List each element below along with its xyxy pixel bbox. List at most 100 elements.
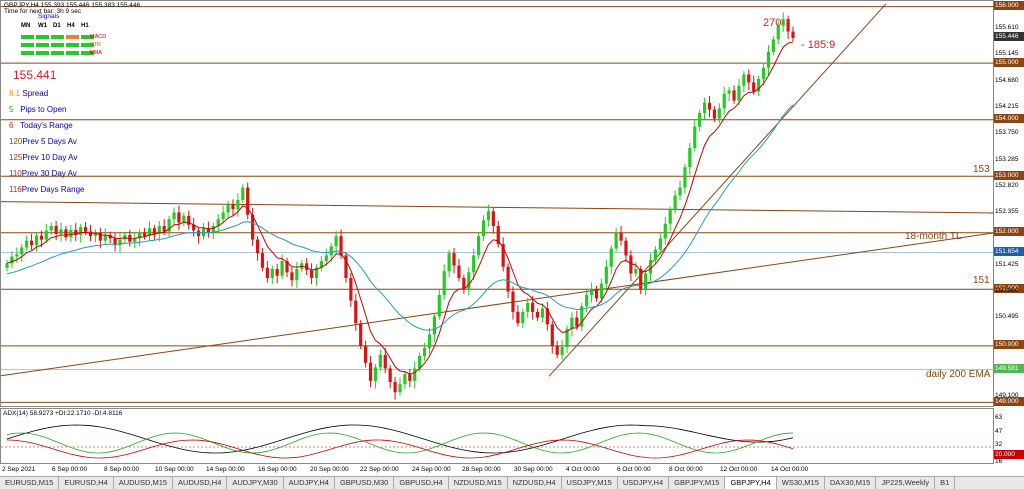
candle-body [678,187,682,196]
ema-slow-line [6,104,794,331]
candle-body [496,225,500,245]
signal-label-macd: MACD [90,34,107,40]
candle-body [138,232,142,239]
candle-body [187,215,191,225]
annotation-270: 270 [763,17,782,29]
price-axis-label: 151.425 [995,260,1019,268]
candle-body [354,300,358,324]
chart-tab[interactable]: EURUSD,M15 [0,477,60,489]
candle-body [29,240,34,246]
price-chart-panel[interactable]: GBPJPY,H4 155.393 155.446 155.383 155.44… [0,0,996,407]
candle-body [93,232,98,237]
time-axis-label: 22 Sep 00:00 [360,466,399,473]
info-spread: 8.1 Spread [9,89,49,98]
chart-tab[interactable]: USDJPY,M15 [562,477,618,489]
chart-tab[interactable]: GBPUSD,H4 [394,477,449,489]
candle-body [722,93,726,109]
candle-body [688,147,692,168]
adx-label: ADX(14) 58.9273 +DI:22.1710 -DI:4.8116 [3,410,123,417]
ema-fast-line [6,41,794,375]
candle-body [511,291,515,312]
candle-body [147,228,152,237]
candle-body [349,277,353,301]
candle-body [727,90,731,94]
chart-tab[interactable]: DAX30,M15 [825,477,877,489]
signal-row-macd [21,35,94,40]
candle-body [211,225,215,233]
candle-body [599,283,604,299]
candle-body [447,253,451,272]
label-trendline: 18-month TL [905,231,962,242]
candle-body [5,263,9,268]
chart-tab[interactable]: AUDUSD,M15 [114,477,174,489]
candle-body [206,228,211,233]
price-axis-label: 153.285 [995,155,1019,163]
candle-body [589,289,594,295]
candle-body [648,259,653,274]
candle-body [226,204,230,213]
candle-body [172,212,176,220]
price-axis-label: 152.000 [994,227,1024,237]
candle-body [236,199,240,210]
chart-tab[interactable]: JP225,Weekly [876,477,936,489]
time-axis-label: 8 Sep 00:00 [104,466,140,473]
chart-tab[interactable]: AUDJPY,H4 [284,477,335,489]
chart-tab[interactable]: AUDJPY,M30 [227,477,284,489]
price-axis-label: 152.820 [995,181,1019,189]
candle-body [285,261,289,273]
current-bid: 155.441 [13,68,57,82]
price-axis[interactable]: 156.073156.000155.610155.446155.145155.0… [994,0,1024,465]
time-axis-label: 28 Sep 00:00 [462,466,501,473]
chart-tab[interactable]: GBPJPY,M15 [669,477,726,489]
adx-indicator-panel[interactable] [0,408,995,464]
candle-body [752,82,756,92]
chart-tab[interactable]: AUDUSD,H4 [173,477,228,489]
chart-tab[interactable]: WS30,M15 [777,477,825,489]
candle-body [314,267,319,278]
candle-body [673,195,677,211]
price-axis-label: 155.610 [995,24,1019,32]
adx-axis-label: 16 [995,458,1003,465]
price-axis-label: 153.750 [995,129,1019,137]
rising-trendline [548,3,887,377]
candle-body [609,248,613,267]
signal-row-ema [21,51,94,56]
price-axis-label: 155.145 [995,50,1019,58]
candle-body [698,112,702,127]
chart-tab[interactable]: USDJPY,H4 [618,477,670,489]
chart-tab[interactable]: NZDUSD,H4 [508,477,562,489]
time-axis-label: 4 Oct 00:00 [566,466,600,473]
time-axis-label: 10 Sep 00:00 [155,466,194,473]
chart-tabs: EURUSD,M15 EURUSD,H4 AUDUSD,M15 AUDUSD,H4 AU… [0,476,1024,489]
candle-body [59,229,63,234]
chart-tab[interactable]: GBPUSD,M30 [335,477,395,489]
time-axis-label: 8 Oct 00:00 [669,466,703,473]
candle-body [737,85,741,101]
label-level-151: 151 [973,275,990,286]
chart-tab[interactable]: B1 [935,477,956,489]
info-prev-days-range: 116Prev Days Range [9,185,85,194]
price-axis-label: 156.000 [994,1,1024,11]
candle-body [585,294,589,307]
adx-axis-label: 63 [995,414,1003,421]
candle-body [84,227,88,232]
time-axis-label: 14 Sep 00:00 [206,466,245,473]
price-axis-label: 150.000 [994,340,1024,350]
annotation-ratio: - 185:9 [801,39,836,51]
label-daily-200-ema: daily 200 EMA [926,369,991,380]
chart-tab[interactable]: GBPJPY,H4 [725,477,777,489]
adx-axis-label: 32 [995,441,1003,448]
candle-body [560,346,564,355]
candle-body [658,238,662,250]
chart-tab[interactable]: EURUSD,H4 [59,477,114,489]
candle-body [182,215,186,223]
candle-body [373,367,378,381]
candle-body [192,224,196,231]
chart-tab[interactable]: NZDUSD,M15 [449,477,508,489]
candle-body [526,302,530,312]
candle-body [103,235,107,241]
price-axis-label: 152.355 [995,208,1019,216]
adx-main-line [6,424,794,454]
candle-body [776,25,780,40]
candle-body [364,345,368,363]
